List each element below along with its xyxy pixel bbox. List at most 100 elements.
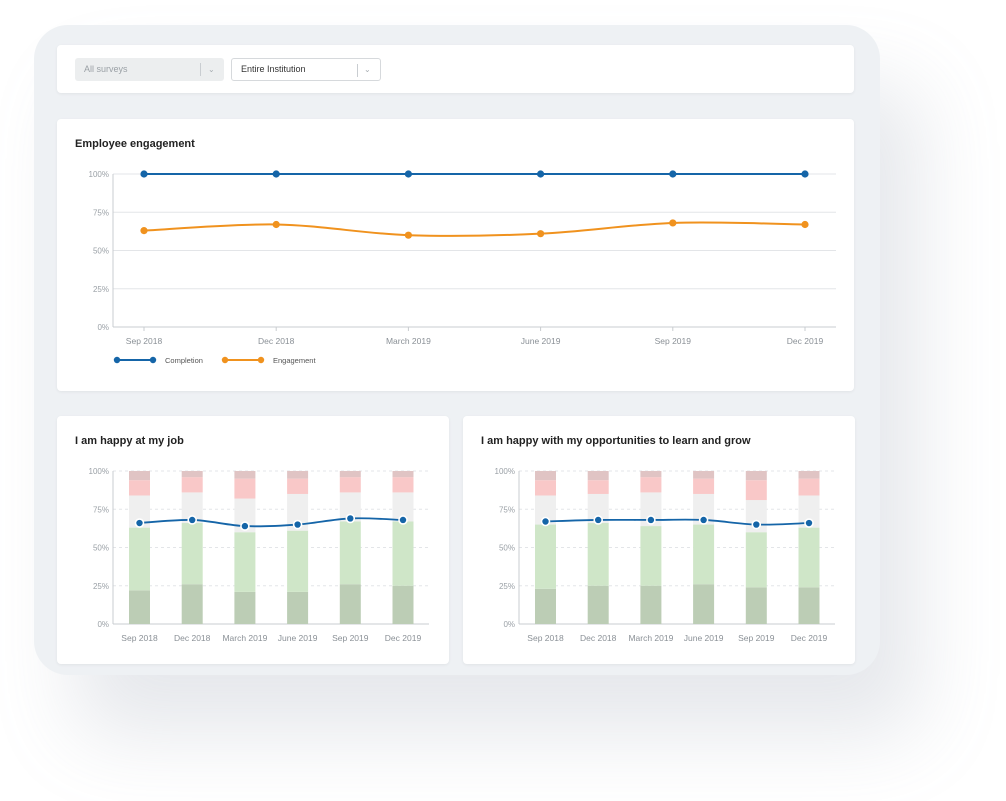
engagement-chart: 0% 25% 50% 75% 100% Sep 2018 Dec 2018 March 201… xyxy=(89,170,836,365)
survey-select[interactable]: All surveys ⌄ xyxy=(75,58,224,81)
bar-segment-strongly-disagree xyxy=(798,471,820,479)
x-tick-label: Dec 2018 xyxy=(258,336,295,346)
scope-select[interactable]: Entire Institution ⌄ xyxy=(231,58,381,81)
data-point xyxy=(240,521,250,531)
bar-segment-disagree xyxy=(640,477,662,493)
chart-title: Employee engagement xyxy=(75,138,195,150)
legend-swatch-dot xyxy=(113,356,121,364)
data-point xyxy=(292,519,303,530)
bar-segment-neutral xyxy=(181,492,203,524)
data-point xyxy=(669,219,677,227)
bar-segment-agree xyxy=(535,524,556,589)
x-tick-label: Dec 2019 xyxy=(385,633,422,643)
data-point xyxy=(272,220,280,229)
legend-swatch-dot xyxy=(149,356,157,364)
bar-segment-disagree xyxy=(587,480,609,494)
bar-segment-neutral xyxy=(287,493,309,531)
bar-segment-agree xyxy=(640,526,662,586)
data-point xyxy=(187,515,197,525)
bar-segment-agree xyxy=(234,532,256,592)
bar-segment-agree xyxy=(745,532,767,588)
bar-segment-strongly-agree xyxy=(640,585,662,624)
bar-segment-neutral xyxy=(587,493,609,524)
y-tick-label: 0% xyxy=(97,323,109,332)
bar-segment-strongly-disagree xyxy=(693,471,715,479)
happy-job-chart: 0% 25% 50% 75% 100% Sep 2018 Dec 2018 March 201… xyxy=(89,467,429,643)
data-point xyxy=(801,220,809,229)
data-point xyxy=(140,227,148,235)
bar-segment-neutral xyxy=(798,495,820,528)
bar-segment-strongly-disagree xyxy=(535,471,556,481)
bar-segment-agree xyxy=(392,521,414,586)
y-tick-label: 25% xyxy=(93,582,109,591)
y-tick-label: 25% xyxy=(93,285,109,294)
bar-segment-strongly-agree xyxy=(339,584,361,624)
data-point xyxy=(698,515,709,525)
y-tick-label: 50% xyxy=(499,544,515,553)
chevron-down-icon[interactable]: ⌄ xyxy=(208,65,215,74)
chart-title: I am happy at my job xyxy=(75,435,184,447)
bar-segment-disagree xyxy=(234,478,256,499)
bar-segment-strongly-disagree xyxy=(640,471,662,478)
data-point xyxy=(646,515,656,525)
average-line xyxy=(139,517,404,528)
series-line-engagement xyxy=(143,221,806,237)
bar-segment-disagree xyxy=(693,478,715,494)
bar-segment-strongly-agree xyxy=(392,585,414,624)
bar-segment-disagree xyxy=(129,480,150,496)
bar-segment-strongly-disagree xyxy=(129,471,150,481)
bar-segment-strongly-disagree xyxy=(181,471,203,478)
bar-segment-strongly-agree xyxy=(587,585,609,624)
legend-swatch-dot xyxy=(257,356,265,364)
y-tick-label: 50% xyxy=(93,544,109,553)
happy-learn-chart: 0% 25% 50% 75% 100% Sep 2018 Dec 2018 March 201… xyxy=(495,467,835,643)
bar-segment-agree xyxy=(587,523,609,586)
data-point xyxy=(398,515,408,525)
chart-title: I am happy with my opportunities to lear… xyxy=(481,435,751,447)
bar-segment-strongly-agree xyxy=(798,587,820,624)
data-point xyxy=(404,170,412,178)
x-tick-label: June 2019 xyxy=(278,633,318,643)
bar-segment-agree xyxy=(339,521,361,585)
data-point xyxy=(669,170,677,178)
y-tick-label: 0% xyxy=(503,620,515,629)
survey-select-value: All surveys xyxy=(84,64,128,74)
x-tick-label: Sep 2019 xyxy=(332,633,369,643)
happy-job-card: I am happy at my job 0% 25% 50% 75% 100% Sep … xyxy=(57,416,449,664)
bar-segment-neutral xyxy=(693,493,715,525)
x-tick-label: Dec 2019 xyxy=(791,633,828,643)
bar-segment-strongly-disagree xyxy=(745,471,767,481)
x-tick-label: Dec 2018 xyxy=(174,633,211,643)
y-tick-label: 75% xyxy=(93,505,109,514)
y-tick-label: 100% xyxy=(89,467,109,476)
bar-segment-disagree xyxy=(745,480,767,501)
x-tick-label: June 2019 xyxy=(521,336,561,346)
engagement-card: Employee engagement 0% 25% 50% 75% 100% Sep 2… xyxy=(57,119,854,391)
bar-segment-strongly-disagree xyxy=(287,471,309,479)
scope-select-value: Entire Institution xyxy=(241,64,306,74)
bar-segment-strongly-disagree xyxy=(587,471,609,481)
data-point xyxy=(751,519,762,530)
y-tick-label: 100% xyxy=(89,170,109,179)
bar-segment-strongly-disagree xyxy=(234,471,256,479)
bar-segment-strongly-agree xyxy=(745,587,767,624)
x-tick-label: Sep 2018 xyxy=(121,633,158,643)
bar-segment-neutral xyxy=(129,495,150,528)
data-point xyxy=(540,516,551,527)
x-tick-label: Sep 2019 xyxy=(738,633,775,643)
x-tick-label: Dec 2018 xyxy=(580,633,617,643)
bar-segment-strongly-disagree xyxy=(392,471,414,478)
bar-segment-agree xyxy=(181,523,203,585)
data-point xyxy=(593,515,603,525)
bar-segment-agree xyxy=(798,527,820,588)
bar-segment-neutral xyxy=(392,492,414,522)
bar-segment-agree xyxy=(287,530,309,592)
x-tick-label: March 2019 xyxy=(628,633,673,643)
y-tick-label: 25% xyxy=(499,582,515,591)
chevron-down-icon[interactable]: ⌄ xyxy=(364,65,371,74)
bar-segment-strongly-agree xyxy=(234,591,256,624)
bar-segment-disagree xyxy=(535,480,556,496)
data-point xyxy=(272,170,280,178)
bar-segment-strongly-agree xyxy=(129,590,150,624)
bar-segment-agree xyxy=(129,527,150,591)
